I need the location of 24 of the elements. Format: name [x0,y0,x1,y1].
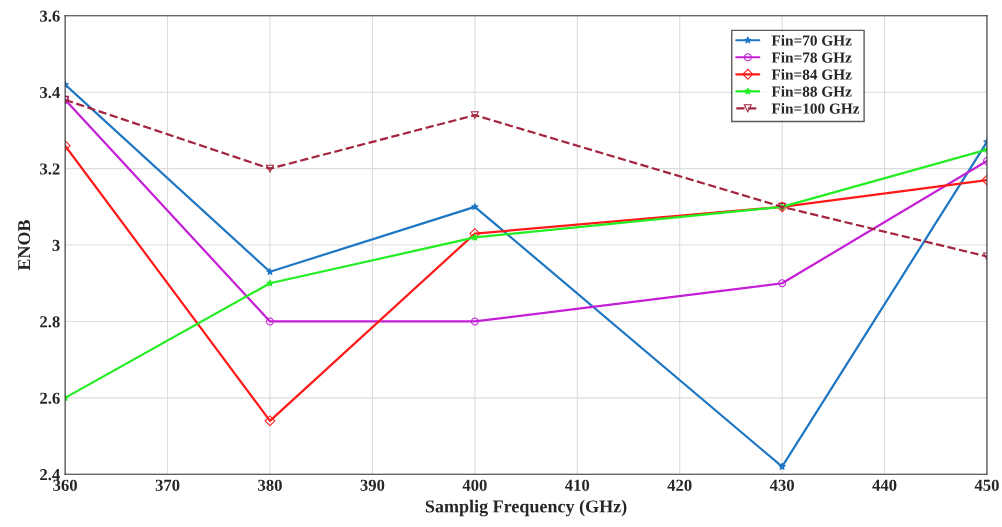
x-tick-label: 430 [769,479,794,491]
x-tick-label: 370 [155,479,180,491]
x-tick-label: 440 [872,479,897,491]
x-tick-label: 360 [53,479,77,491]
x-tick-label: 400 [462,479,487,491]
x-tick-label: 380 [258,479,282,491]
x-tick-label: 390 [360,479,385,491]
legend-label: Fin=100 GHz [771,103,860,114]
y-tick-label: 2.8 [40,316,60,328]
y-axis-title: ENOB [18,219,31,271]
y-tick-label: 3 [52,239,60,251]
y-tick-label: 3.4 [40,86,60,99]
x-tick-label: 410 [564,479,590,491]
legend-label: Fin=88 GHz [771,86,852,97]
y-tick-label: 3.2 [40,163,60,175]
legend-label: Fin=70 GHz [771,35,852,46]
x-tick-label: 420 [667,479,692,491]
legend-label: Fin=78 GHz [771,52,852,63]
y-tick-label: 2.6 [40,392,60,404]
y-tick-label: 2.4 [40,469,60,481]
y-tick-label: 3.6 [40,10,60,22]
legend-label: Fin=84 GHz [771,69,852,80]
x-axis-title: Samplig Frequency (GHz) [425,499,627,517]
x-tick-label: 450 [974,479,999,491]
